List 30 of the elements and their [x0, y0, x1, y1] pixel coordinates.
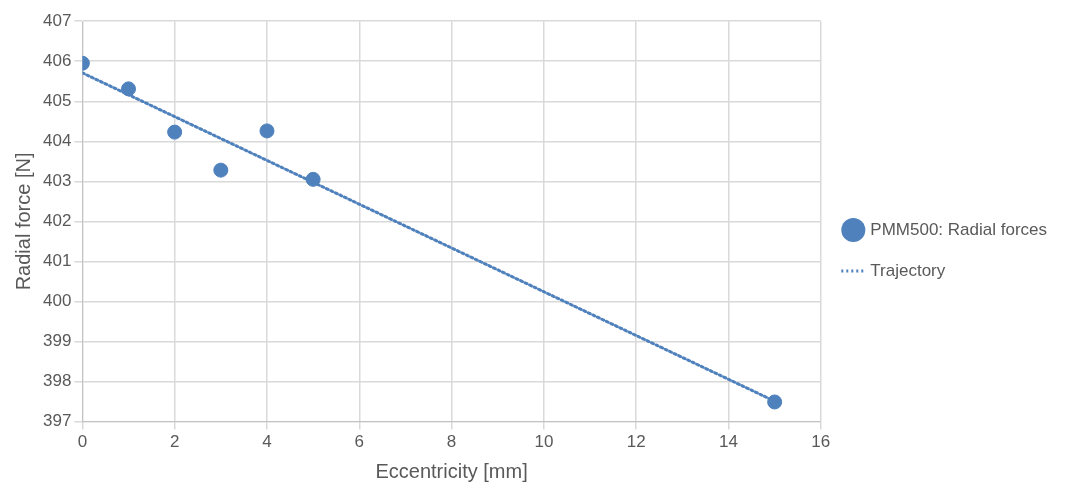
y-tick-label: 397 [42, 411, 72, 431]
y-tick-label: 404 [42, 131, 72, 151]
point [121, 81, 137, 97]
legend-label: Trajectory [870, 260, 946, 280]
y-tick-label: 400 [42, 291, 72, 311]
point [213, 162, 229, 178]
y-tick-label: 398 [42, 371, 72, 391]
x-tick-label: 12 [626, 432, 646, 452]
x-tick-label: 16 [811, 432, 831, 452]
x-tick-label: 6 [354, 432, 365, 452]
y-tick-label: 405 [42, 90, 72, 110]
x-tick-label: 14 [719, 432, 738, 452]
y-tick-label: 406 [42, 50, 72, 70]
y-tick-label: 399 [42, 331, 72, 351]
point [305, 171, 321, 187]
point [259, 123, 275, 139]
y-tick-label: 402 [42, 211, 72, 231]
point [767, 394, 783, 410]
x-tick-label: 0 [77, 432, 88, 452]
y-tick-label: 403 [42, 171, 72, 191]
x-tick-label: 4 [262, 432, 272, 452]
x-tick-label: 10 [534, 432, 554, 452]
legend-label: PMM500: Radial forces [870, 219, 1048, 239]
y-tick-label: 407 [42, 10, 72, 30]
point [167, 124, 183, 140]
y-tick-label: 401 [42, 251, 72, 271]
x-tick-label: 8 [446, 432, 457, 452]
x-axis-title: Eccentricity [mm] [375, 459, 528, 482]
y-axis-title: Radial force [N] [11, 152, 34, 291]
x-tick-label: 2 [169, 432, 180, 452]
